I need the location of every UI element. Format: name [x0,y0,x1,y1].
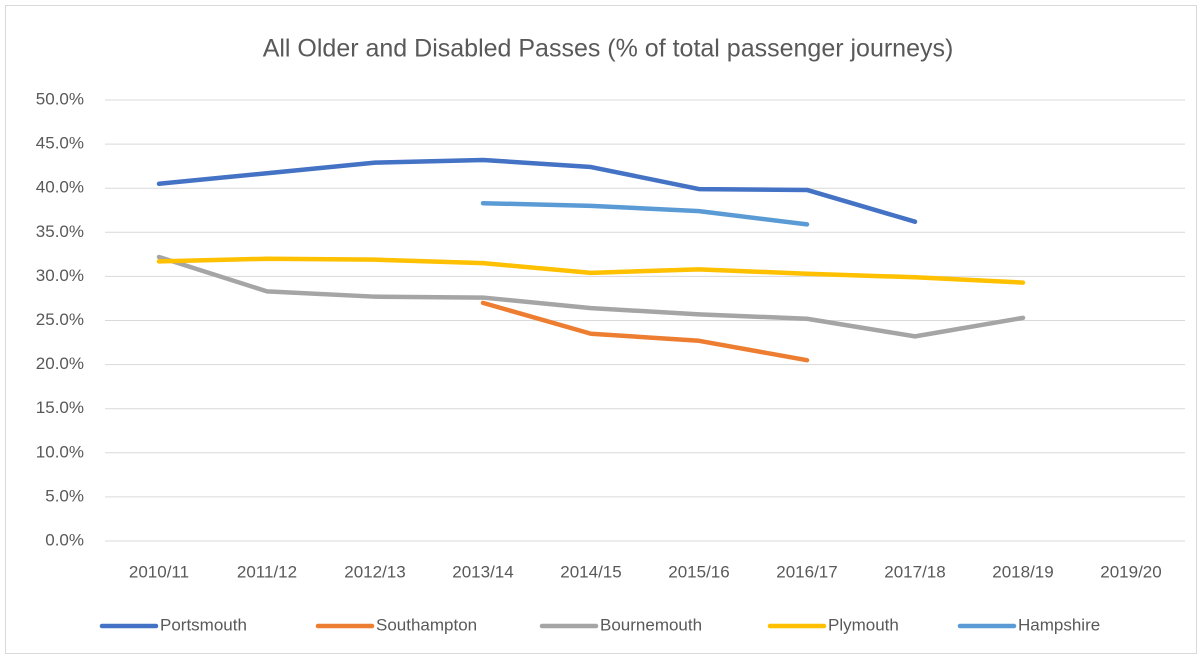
y-tick-label: 45.0% [36,134,84,153]
y-tick-label: 0.0% [45,530,84,549]
y-tick-label: 40.0% [36,178,84,197]
x-tick-label: 2012/13 [344,562,405,581]
y-tick-label: 20.0% [36,354,84,373]
y-tick-label: 15.0% [36,398,84,417]
x-tick-label: 2014/15 [560,562,621,581]
y-tick-label: 35.0% [36,222,84,241]
y-tick-label: 25.0% [36,310,84,329]
legend-label: Bournemouth [600,615,702,634]
chart-border [5,5,1197,654]
x-tick-label: 2010/11 [129,562,189,581]
x-tick-label: 2016/17 [776,562,837,581]
y-tick-label: 30.0% [36,266,84,285]
legend-label: Plymouth [828,615,899,634]
x-tick-label: 2019/20 [1100,562,1161,581]
series-line [156,157,918,224]
legend-label: Hampshire [1018,615,1100,634]
x-tick-label: 2018/19 [992,562,1053,581]
y-tick-label: 10.0% [36,442,84,461]
legend-label: Portsmouth [160,615,247,634]
y-tick-label: 50.0% [36,89,84,108]
x-tick-label: 2017/18 [884,562,945,581]
x-tick-label: 2015/16 [668,562,729,581]
chart-title: All Older and Disabled Passes (% of tota… [263,35,954,63]
series-line [156,256,1026,285]
y-tick-label: 5.0% [45,486,84,505]
legend-label: Southampton [376,615,477,634]
series-line [156,254,1026,339]
series-line [480,200,810,227]
x-tick-label: 2011/12 [237,562,297,581]
series-line [480,300,810,363]
x-tick-label: 2013/14 [452,562,513,581]
